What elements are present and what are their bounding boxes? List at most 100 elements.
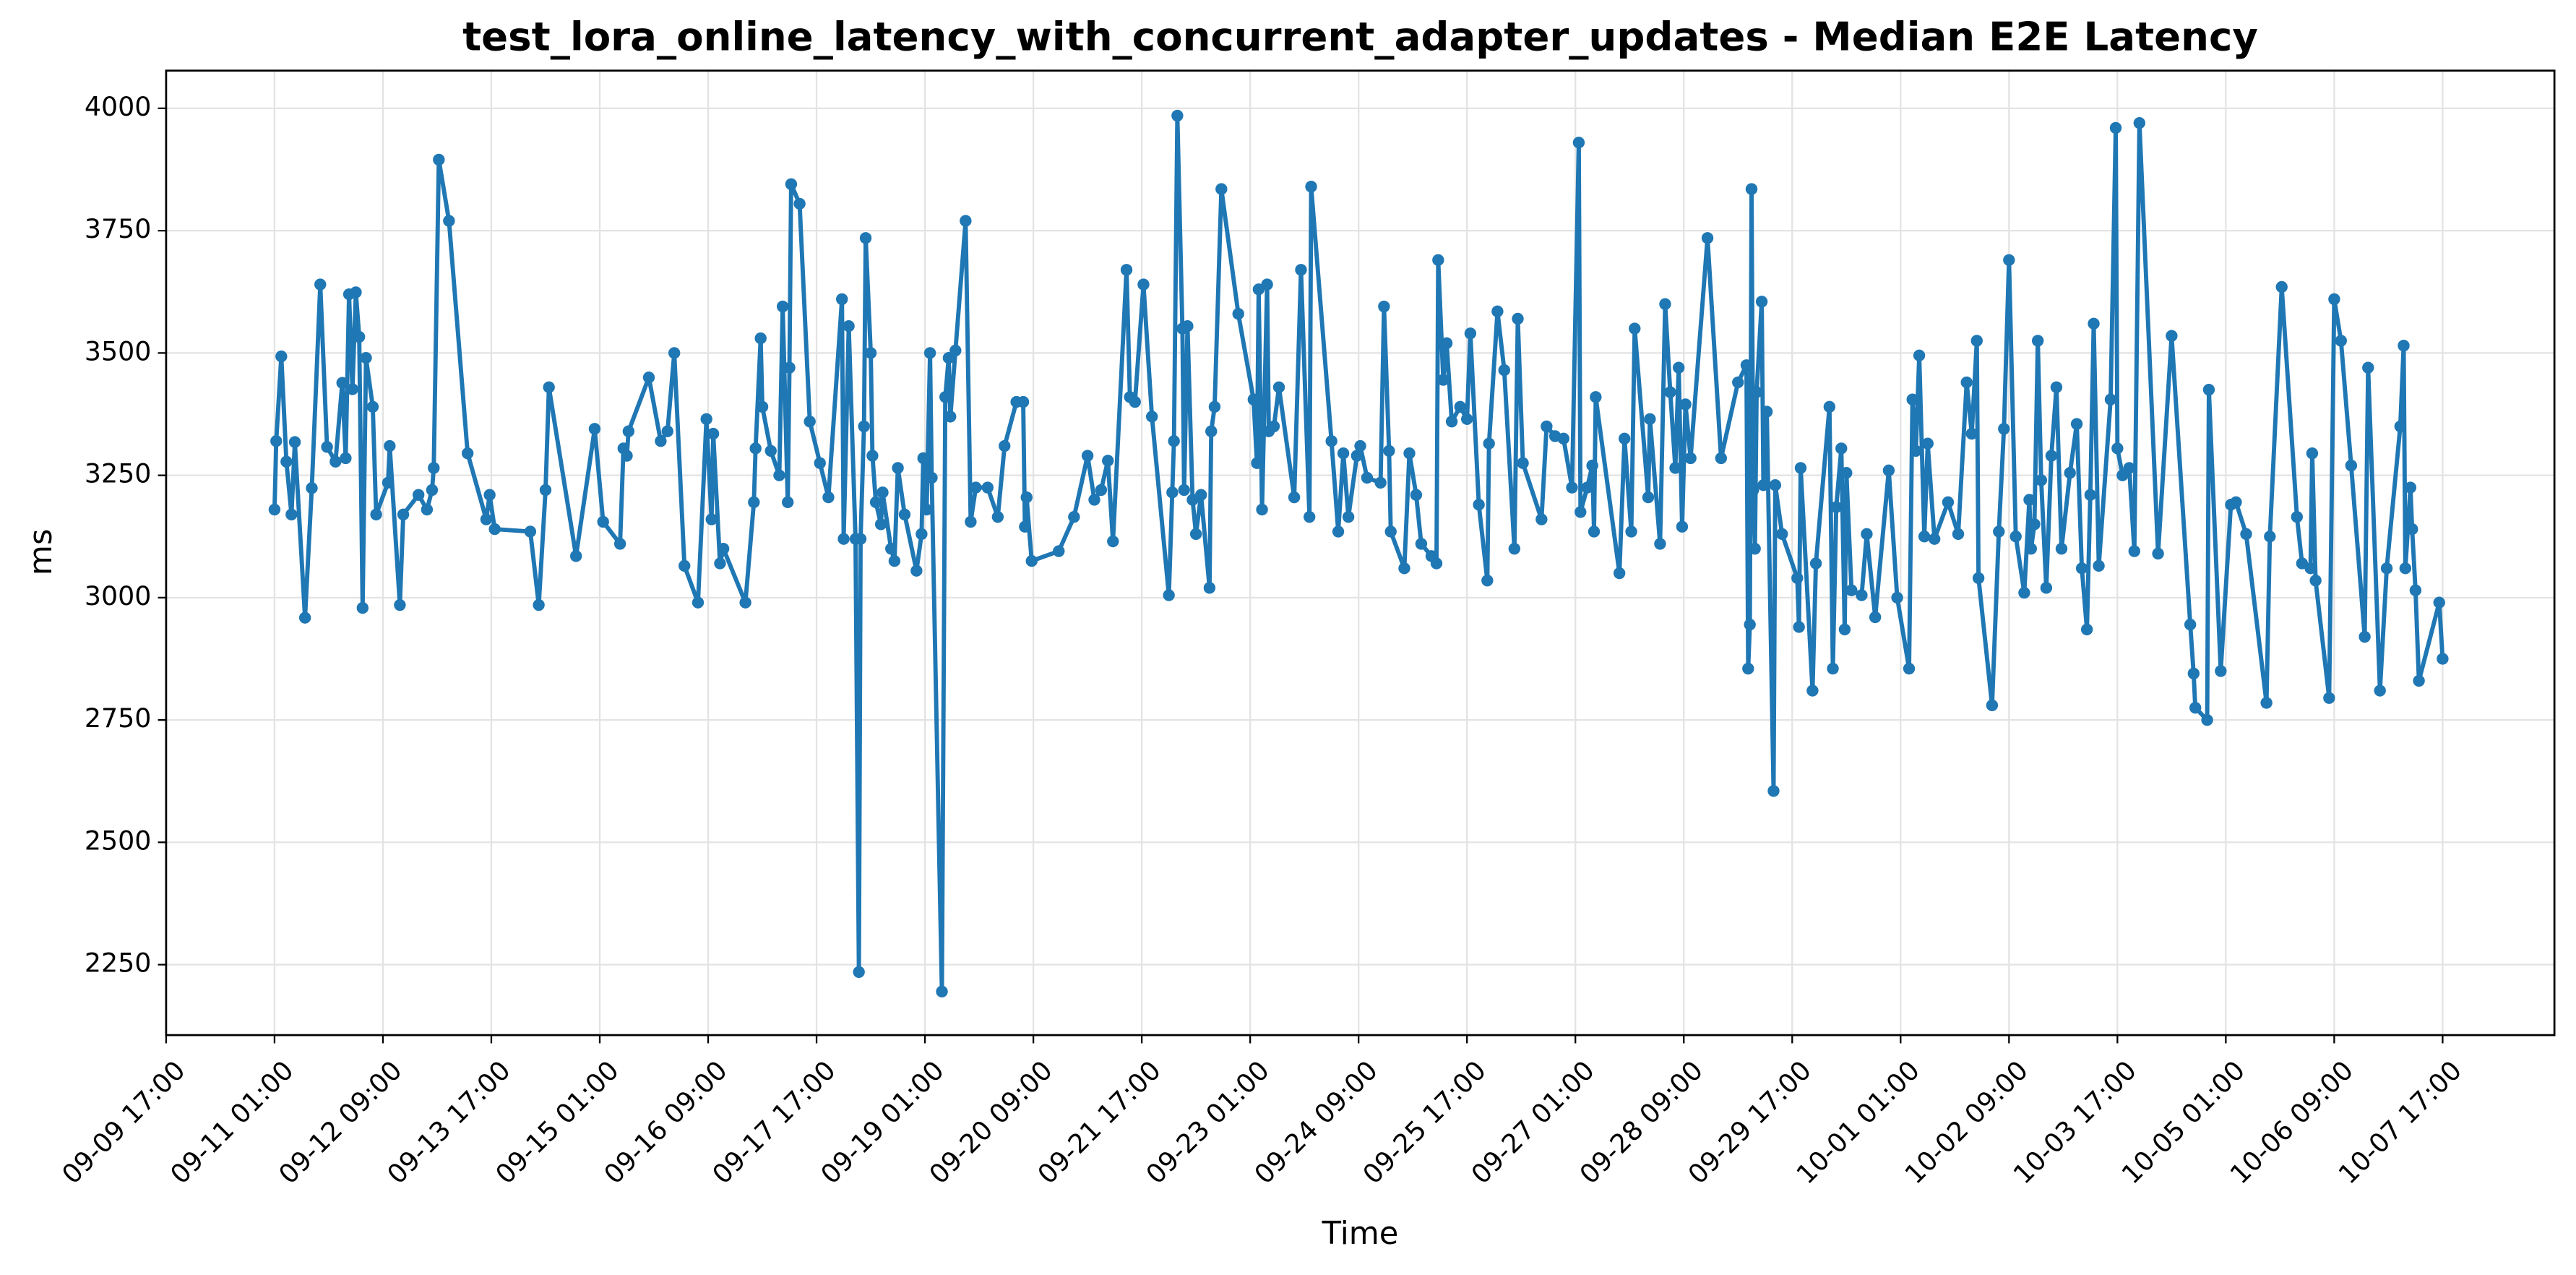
- data-point: [1906, 393, 1918, 405]
- data-point: [1430, 557, 1443, 570]
- data-point: [1827, 662, 1839, 675]
- data-point: [1679, 398, 1692, 411]
- data-point: [858, 420, 870, 433]
- data-point: [1913, 349, 1926, 361]
- data-point: [739, 596, 751, 609]
- data-point: [661, 425, 673, 437]
- data-point: [2070, 418, 2083, 430]
- data-point: [275, 350, 288, 363]
- data-point: [1740, 359, 1753, 372]
- data-point: [1644, 413, 1656, 425]
- data-point: [1664, 386, 1676, 398]
- data-point: [1972, 572, 1985, 584]
- data-point: [749, 442, 762, 455]
- data-point: [853, 966, 865, 978]
- data-point: [2009, 531, 2022, 543]
- data-point: [1120, 264, 1133, 276]
- data-point: [1166, 486, 1179, 499]
- data-point: [1998, 423, 2010, 435]
- data-point: [2064, 467, 2076, 479]
- data-point: [1840, 467, 1853, 479]
- data-point: [1163, 589, 1175, 601]
- data-point: [443, 215, 455, 227]
- data-point: [1351, 450, 1364, 462]
- data-point: [999, 439, 1011, 452]
- data-point: [1415, 538, 1428, 550]
- data-point: [483, 489, 496, 501]
- data-point: [350, 286, 362, 299]
- data-point: [1742, 662, 1754, 675]
- data-point: [1965, 427, 1978, 440]
- data-point: [1374, 476, 1387, 489]
- chart-title: test_lora_online_latency_with_concurrent…: [462, 14, 2258, 60]
- data-point: [1750, 386, 1763, 398]
- data-point: [329, 455, 342, 468]
- data-point: [1332, 525, 1345, 538]
- data-point: [2084, 489, 2097, 501]
- data-point: [965, 515, 977, 528]
- data-point: [1464, 327, 1477, 340]
- data-point: [2413, 674, 2425, 687]
- data-point: [433, 153, 445, 166]
- data-point: [960, 215, 972, 227]
- data-point: [1088, 494, 1100, 506]
- data-point: [642, 372, 655, 384]
- data-point: [2359, 630, 2371, 643]
- y-tick-label: 3000: [85, 580, 152, 611]
- data-point: [2025, 542, 2037, 555]
- data-point: [1342, 510, 1355, 523]
- data-point: [1928, 533, 1941, 545]
- data-point: [1732, 376, 1744, 389]
- data-point: [2003, 254, 2015, 266]
- data-point: [2304, 562, 2317, 575]
- data-point: [613, 538, 626, 550]
- data-point: [1586, 459, 1598, 472]
- data-point: [1823, 400, 1836, 413]
- data-point: [1642, 491, 1655, 504]
- data-point: [524, 525, 537, 538]
- data-point: [1960, 376, 1973, 389]
- data-point: [764, 445, 777, 457]
- data-point: [1445, 415, 1458, 428]
- y-tick-label: 2250: [85, 948, 152, 979]
- data-point: [1095, 484, 1108, 497]
- data-point: [692, 596, 705, 609]
- data-point: [1017, 395, 1030, 408]
- data-point: [2045, 450, 2058, 462]
- data-point: [1654, 538, 1666, 550]
- data-point: [280, 455, 293, 468]
- data-point: [384, 439, 396, 452]
- data-point: [2050, 381, 2063, 393]
- data-point: [991, 510, 1004, 523]
- data-point: [1305, 181, 1317, 193]
- data-point: [2362, 361, 2374, 374]
- data-point: [1146, 411, 1158, 423]
- data-point: [1749, 542, 1761, 555]
- data-point: [1137, 278, 1150, 291]
- data-point: [570, 550, 582, 562]
- data-point: [717, 542, 730, 555]
- plot-frame: [165, 69, 2556, 1036]
- data-point: [1272, 381, 1285, 393]
- data-point: [782, 496, 794, 509]
- data-point: [353, 330, 366, 343]
- data-point: [1769, 478, 1782, 491]
- data-point: [885, 542, 897, 555]
- data-point: [1684, 452, 1697, 465]
- data-point: [1256, 503, 1268, 516]
- data-point: [1861, 528, 1873, 541]
- data-point: [916, 528, 928, 541]
- data-point: [1403, 447, 1416, 460]
- data-point: [679, 559, 691, 572]
- data-point: [1588, 525, 1601, 538]
- data-point: [2335, 335, 2347, 347]
- data-point: [783, 361, 796, 374]
- data-point: [1910, 445, 1922, 457]
- data-point: [1361, 471, 1374, 484]
- data-point: [1838, 623, 1851, 636]
- data-point: [2398, 340, 2410, 352]
- data-point: [1535, 513, 1548, 525]
- data-point: [2394, 420, 2407, 433]
- data-point: [836, 293, 848, 306]
- data-point: [1461, 413, 1473, 425]
